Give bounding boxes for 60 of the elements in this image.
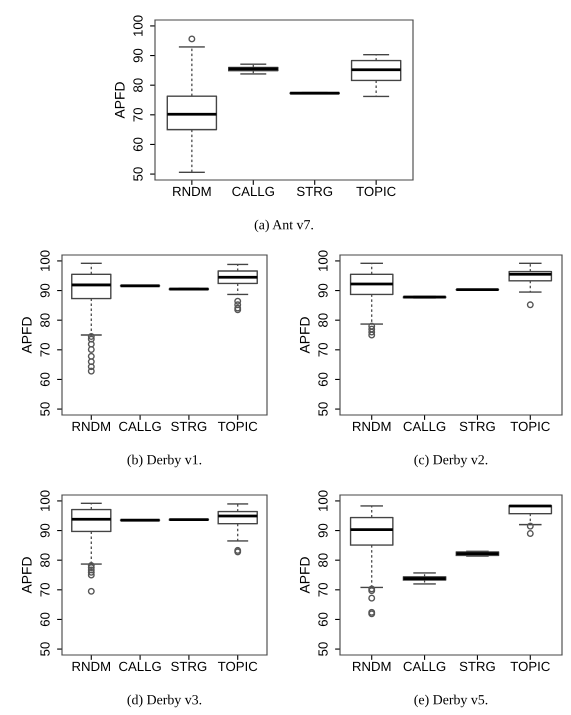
y-tick-label: 50 — [318, 402, 328, 416]
x-tick-label: TOPIC — [218, 662, 258, 672]
y-tick-label: 90 — [40, 284, 50, 298]
y-tick-label: 50 — [318, 642, 328, 656]
x-tick-label: RNDM — [72, 662, 110, 671]
y-tick-label: 80 — [318, 313, 328, 327]
y-tick-label: 90 — [133, 48, 143, 62]
x-tick-label: TOPIC — [510, 662, 550, 672]
y-tick-label: 60 — [318, 612, 328, 626]
y-tick-label: 60 — [133, 138, 143, 152]
y-axis-title: APFD — [300, 557, 310, 594]
y-tick-label: 70 — [318, 342, 328, 356]
x-tick-label: STRG — [171, 422, 206, 432]
y-tick-label: 60 — [318, 372, 328, 386]
y-tick-label: 80 — [133, 78, 143, 92]
y-tick-label: 70 — [133, 108, 143, 122]
y-tick-label: 70 — [318, 582, 328, 596]
y-tick-label: 90 — [318, 284, 328, 298]
x-tick-label: TOPIC — [218, 422, 258, 432]
x-tick-label: TOPIC — [510, 422, 550, 432]
y-tick-label: 50 — [40, 642, 50, 656]
x-tick-label: RNDM — [353, 662, 390, 671]
text: (d) Derby v3. — [128, 694, 202, 708]
x-tick-label: RNDM — [72, 422, 110, 431]
text: (c) Derby v2. — [414, 454, 488, 468]
y-axis-title: APFD — [114, 82, 125, 118]
x-tick-label: STRG — [171, 662, 206, 672]
text: (e) Derby v5. — [414, 694, 488, 708]
y-tick-label: 60 — [40, 612, 50, 626]
y-axis-title: APFD — [22, 317, 32, 354]
x-tick-label: TOPIC — [356, 186, 396, 196]
y-tick-label: 100 — [133, 15, 143, 36]
y-tick-label: 80 — [40, 553, 50, 567]
y-tick-label: 70 — [40, 582, 50, 596]
x-tick-label: CALLG — [119, 662, 161, 672]
y-tick-label: 90 — [318, 524, 328, 538]
y-tick-label: 100 — [40, 250, 50, 271]
x-tick-label: STRG — [460, 422, 495, 432]
x-tick-label: STRG — [296, 186, 332, 196]
x-tick-label: CALLG — [119, 422, 161, 432]
x-tick-label: CALLG — [404, 422, 446, 432]
y-tick-label: 100 — [318, 490, 328, 511]
y-tick-label: 60 — [40, 372, 50, 386]
y-axis-title: APFD — [22, 557, 32, 594]
y-tick-label: 100 — [40, 490, 50, 511]
x-tick-label: CALLG — [232, 186, 274, 196]
text: (a) Ant v7. — [254, 220, 313, 232]
y-axis-title: APFD — [300, 317, 310, 354]
y-tick-label: 100 — [318, 250, 328, 271]
y-tick-label: 70 — [40, 342, 50, 356]
text: (b) Derby v1. — [128, 454, 202, 468]
x-tick-label: RNDM — [173, 186, 211, 196]
x-tick-label: STRG — [460, 662, 495, 672]
x-tick-label: RNDM — [353, 422, 390, 431]
y-tick-label: 80 — [40, 313, 50, 327]
y-tick-label: 80 — [318, 553, 328, 567]
y-tick-label: 50 — [40, 402, 50, 416]
y-tick-label: 90 — [40, 524, 50, 538]
x-tick-label: CALLG — [404, 662, 446, 672]
y-tick-label: 50 — [133, 167, 143, 181]
